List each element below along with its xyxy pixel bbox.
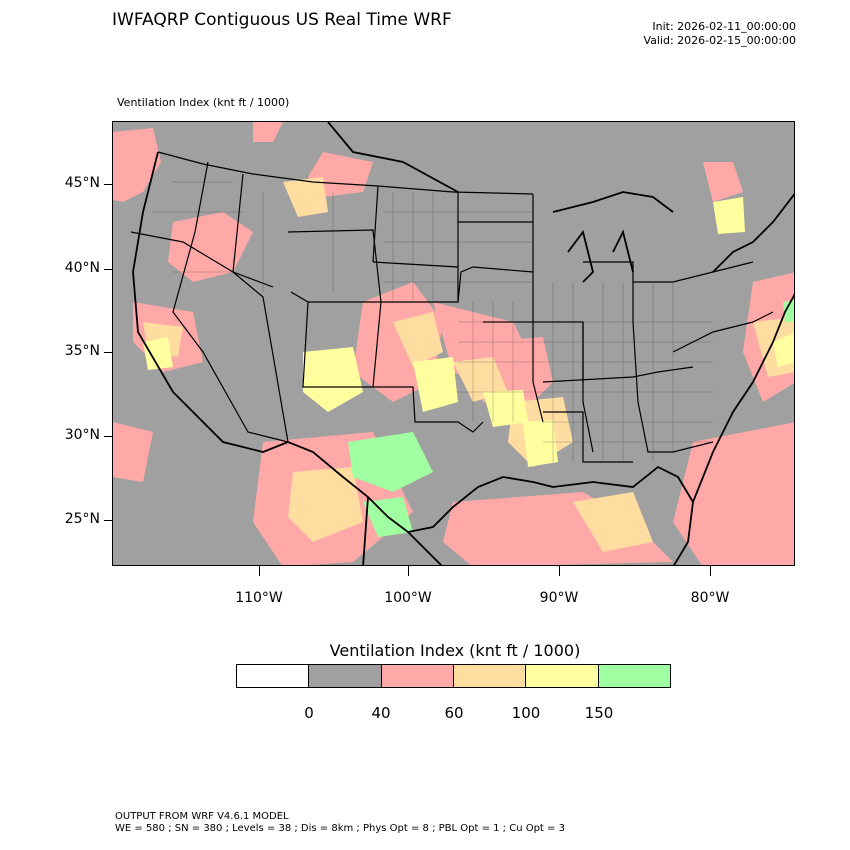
ventilation-map	[113, 122, 794, 565]
footer-config-line: WE = 580 ; SN = 380 ; Levels = 38 ; Dis …	[115, 823, 565, 834]
lon-label-100: 100°W	[384, 590, 432, 606]
colorbar-label: 40	[371, 704, 391, 722]
lat-tick	[104, 436, 112, 437]
colorbar-label: 60	[444, 704, 464, 722]
init-time: Init: 2026-02-11_00:00:00	[652, 20, 796, 33]
valid-time: Valid: 2026-02-15_00:00:00	[643, 34, 796, 47]
lat-label-45: 45°N	[64, 175, 100, 191]
shading-100-150	[143, 197, 794, 467]
map-title: IWFAQRP Contiguous US Real Time WRF	[112, 10, 452, 30]
lat-label-30: 30°N	[64, 427, 100, 443]
lon-tick	[559, 566, 560, 576]
colorbar-cell	[381, 665, 454, 687]
lat-label-35: 35°N	[64, 343, 100, 359]
lat-tick	[104, 352, 112, 353]
lon-label-110: 110°W	[235, 590, 283, 606]
lon-tick	[710, 566, 711, 576]
lon-label-90: 90°W	[539, 590, 579, 606]
lon-tick	[408, 566, 409, 576]
colorbar-label: 0	[304, 704, 314, 722]
map-frame	[112, 121, 795, 566]
coastline	[132, 122, 794, 565]
county-boundaries	[153, 181, 713, 462]
lat-tick	[104, 520, 112, 521]
colorbar-cell	[598, 665, 670, 687]
colorbar-label: 150	[584, 704, 614, 722]
field-label: Ventilation Index (knt ft / 1000)	[117, 96, 290, 109]
lon-label-80: 80°W	[690, 590, 730, 606]
lat-tick	[104, 269, 112, 270]
colorbar	[236, 664, 671, 688]
colorbar-cell	[237, 665, 310, 687]
lon-tick	[259, 566, 260, 576]
lat-label-25: 25°N	[64, 511, 100, 527]
footer-model-line: OUTPUT FROM WRF V4.6.1 MODEL	[115, 811, 289, 822]
colorbar-title: Ventilation Index (knt ft / 1000)	[329, 641, 581, 660]
lat-label-40: 40°N	[64, 260, 100, 276]
colorbar-cell	[526, 665, 599, 687]
colorbar-label: 100	[511, 704, 541, 722]
lat-tick	[104, 184, 112, 185]
colorbar-cell	[309, 665, 382, 687]
colorbar-cell	[453, 665, 527, 687]
